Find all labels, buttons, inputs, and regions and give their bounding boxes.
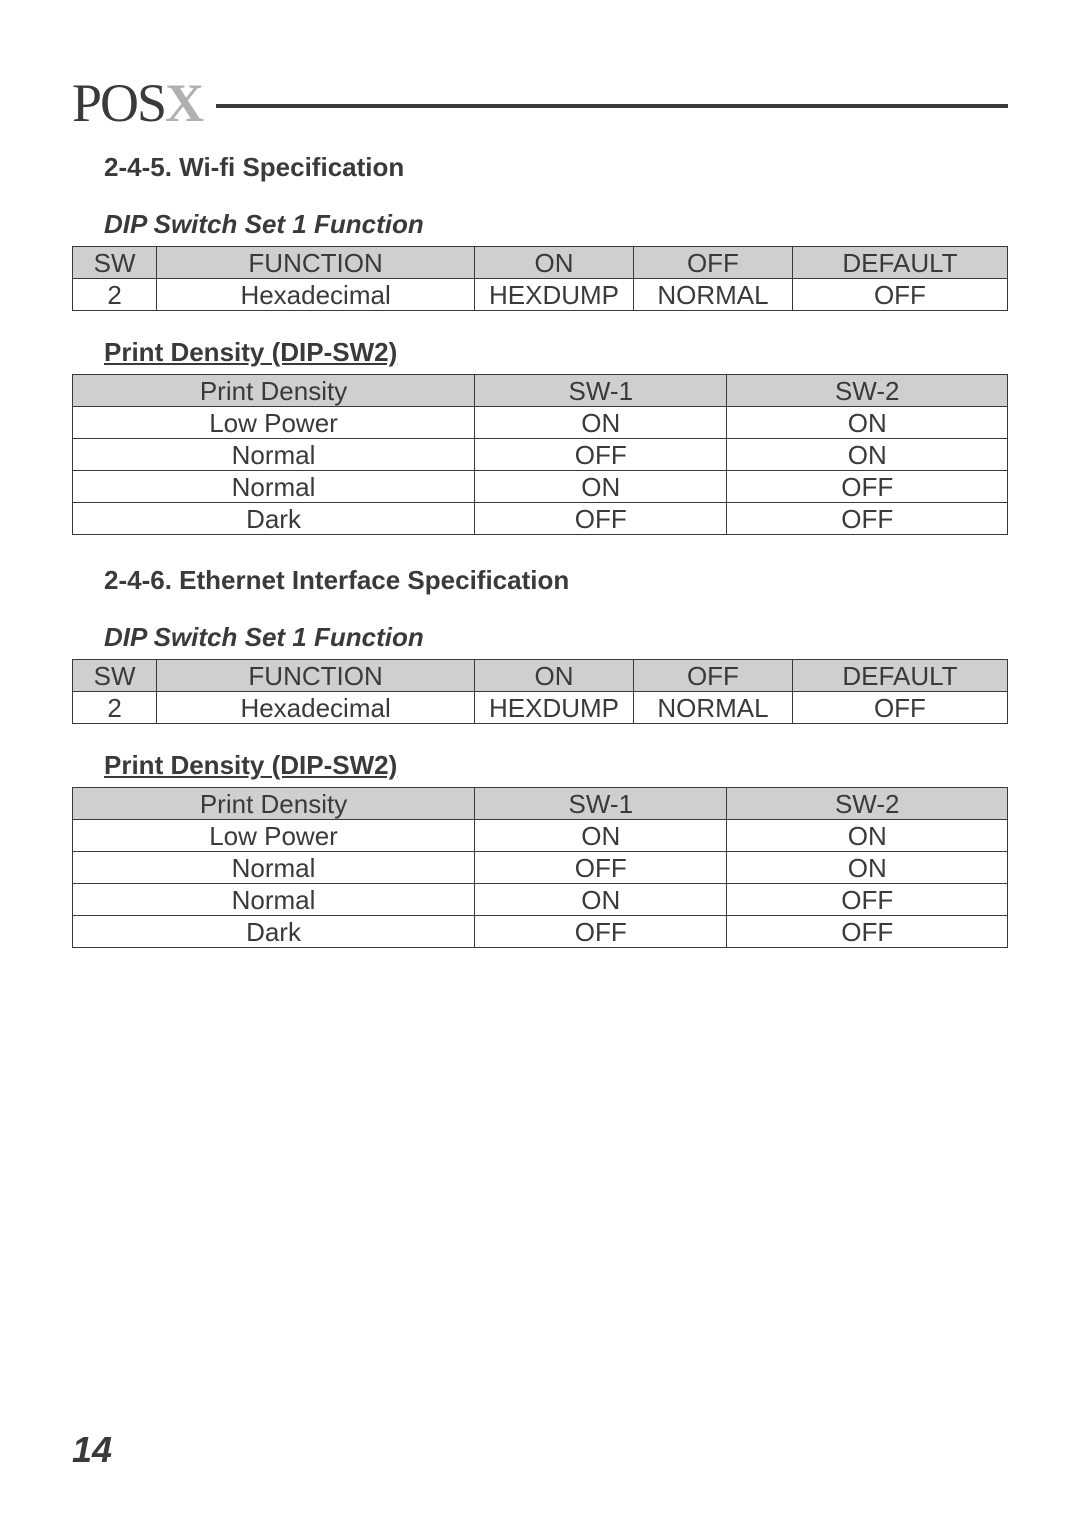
cell: ON: [727, 852, 1008, 884]
cell: OFF: [727, 884, 1008, 916]
col-density: Print Density: [73, 375, 475, 407]
cell: Hexadecimal: [157, 692, 475, 724]
cell: NORMAL: [633, 279, 792, 311]
cell: HEXDUMP: [475, 279, 634, 311]
col-default: DEFAULT: [792, 660, 1007, 692]
col-off: OFF: [633, 247, 792, 279]
col-on: ON: [475, 660, 634, 692]
cell: OFF: [727, 503, 1008, 535]
cell: Normal: [73, 884, 475, 916]
logo-prefix: POS: [72, 73, 165, 133]
table-row: Dark OFF OFF: [73, 916, 1008, 948]
cell: Normal: [73, 852, 475, 884]
table-header-row: SW FUNCTION ON OFF DEFAULT: [73, 660, 1008, 692]
logo: POSX: [72, 72, 202, 134]
col-sw: SW: [73, 247, 157, 279]
pd-table-245: Print Density SW-1 SW-2 Low Power ON ON …: [72, 374, 1008, 535]
cell: NORMAL: [633, 692, 792, 724]
cell: Dark: [73, 916, 475, 948]
col-function: FUNCTION: [157, 660, 475, 692]
cell: OFF: [727, 471, 1008, 503]
cell: OFF: [475, 916, 727, 948]
table-row: Normal OFF ON: [73, 852, 1008, 884]
table-header-row: SW FUNCTION ON OFF DEFAULT: [73, 247, 1008, 279]
cell: Low Power: [73, 407, 475, 439]
cell: ON: [475, 407, 727, 439]
table-row: Normal OFF ON: [73, 439, 1008, 471]
cell: Dark: [73, 503, 475, 535]
logo-suffix: X: [165, 73, 202, 133]
table-header-row: Print Density SW-1 SW-2: [73, 788, 1008, 820]
cell: ON: [727, 820, 1008, 852]
col-sw1: SW-1: [475, 375, 727, 407]
cell: Hexadecimal: [157, 279, 475, 311]
pd-table-246: Print Density SW-1 SW-2 Low Power ON ON …: [72, 787, 1008, 948]
section-heading-245: 2-4-5. Wi-fi Specification: [104, 152, 1008, 183]
col-on: ON: [475, 247, 634, 279]
table-header-row: Print Density SW-1 SW-2: [73, 375, 1008, 407]
table-row: Low Power ON ON: [73, 820, 1008, 852]
col-sw: SW: [73, 660, 157, 692]
col-sw1: SW-1: [475, 788, 727, 820]
cell: OFF: [792, 692, 1007, 724]
section-heading-246: 2-4-6. Ethernet Interface Specification: [104, 565, 1008, 596]
cell: ON: [475, 884, 727, 916]
cell: Low Power: [73, 820, 475, 852]
cell: Normal: [73, 471, 475, 503]
cell: HEXDUMP: [475, 692, 634, 724]
cell: OFF: [792, 279, 1007, 311]
cell: Normal: [73, 439, 475, 471]
cell: ON: [475, 471, 727, 503]
cell: ON: [727, 439, 1008, 471]
col-density: Print Density: [73, 788, 475, 820]
cell: ON: [475, 820, 727, 852]
col-function: FUNCTION: [157, 247, 475, 279]
col-sw2: SW-2: [727, 788, 1008, 820]
logo-row: POSX: [72, 72, 1008, 134]
dip1-title-246: DIP Switch Set 1 Function: [104, 622, 1008, 653]
table-row: Low Power ON ON: [73, 407, 1008, 439]
cell: ON: [727, 407, 1008, 439]
col-off: OFF: [633, 660, 792, 692]
dip1-title-245: DIP Switch Set 1 Function: [104, 209, 1008, 240]
cell: OFF: [475, 439, 727, 471]
cell: 2: [73, 692, 157, 724]
table-row: 2 Hexadecimal HEXDUMP NORMAL OFF: [73, 279, 1008, 311]
table-row: Normal ON OFF: [73, 471, 1008, 503]
cell: OFF: [727, 916, 1008, 948]
pd-title-245: Print Density (DIP-SW2): [104, 337, 1008, 368]
col-sw2: SW-2: [727, 375, 1008, 407]
dip1-table-245: SW FUNCTION ON OFF DEFAULT 2 Hexadecimal…: [72, 246, 1008, 311]
logo-divider: [216, 104, 1008, 108]
page-number: 14: [72, 1429, 112, 1471]
table-row: 2 Hexadecimal HEXDUMP NORMAL OFF: [73, 692, 1008, 724]
dip1-table-246: SW FUNCTION ON OFF DEFAULT 2 Hexadecimal…: [72, 659, 1008, 724]
cell: OFF: [475, 852, 727, 884]
pd-title-246: Print Density (DIP-SW2): [104, 750, 1008, 781]
cell: 2: [73, 279, 157, 311]
table-row: Normal ON OFF: [73, 884, 1008, 916]
table-row: Dark OFF OFF: [73, 503, 1008, 535]
col-default: DEFAULT: [792, 247, 1007, 279]
cell: OFF: [475, 503, 727, 535]
